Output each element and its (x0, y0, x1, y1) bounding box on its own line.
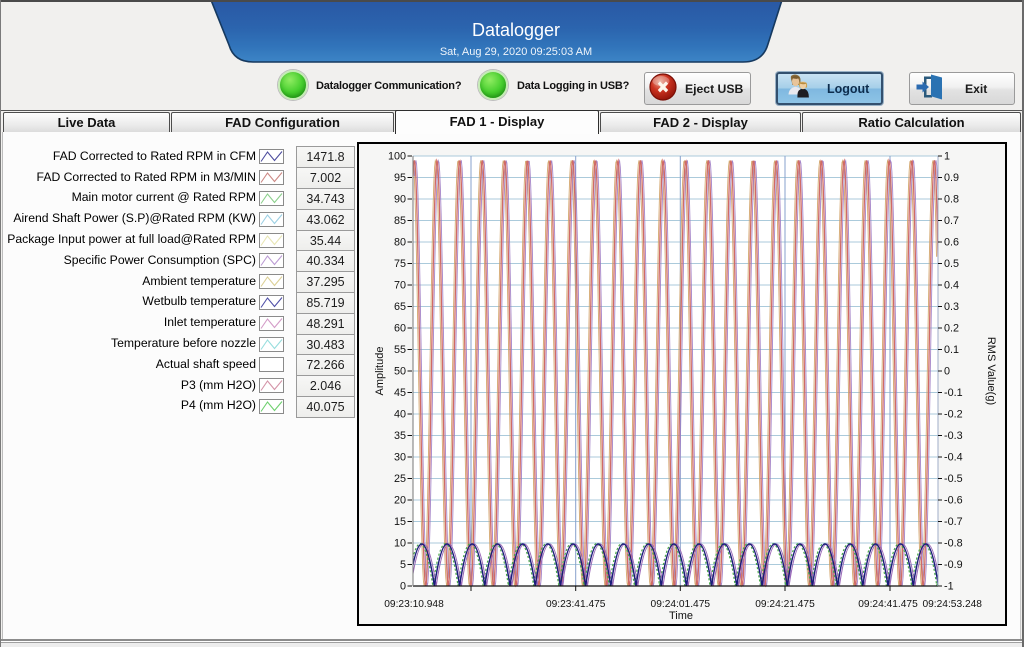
svg-text:Amplitude: Amplitude (374, 347, 386, 396)
svg-text:-0.3: -0.3 (944, 430, 963, 442)
svg-text:100: 100 (388, 151, 406, 163)
svg-text:0.9: 0.9 (944, 172, 959, 184)
svg-text:0: 0 (944, 366, 950, 378)
svg-text:55: 55 (394, 344, 406, 356)
svg-text:0.7: 0.7 (944, 215, 959, 227)
svg-text:RMS Value(g): RMS Value(g) (985, 337, 997, 405)
svg-text:0: 0 (400, 581, 406, 593)
svg-text:0.8: 0.8 (944, 194, 959, 206)
svg-text:-0.5: -0.5 (944, 473, 963, 485)
svg-text:65: 65 (394, 301, 406, 313)
svg-text:70: 70 (394, 280, 406, 292)
svg-text:-0.2: -0.2 (944, 409, 963, 421)
svg-text:09:24:53.248: 09:24:53.248 (922, 599, 982, 610)
svg-text:-0.9: -0.9 (944, 559, 963, 571)
svg-text:35: 35 (394, 430, 406, 442)
svg-text:Datalogger: Datalogger (472, 20, 560, 40)
svg-text:25: 25 (394, 473, 406, 485)
svg-text:-1: -1 (944, 581, 954, 593)
svg-text:09:23:10.948: 09:23:10.948 (384, 599, 444, 610)
svg-text:0.3: 0.3 (944, 301, 959, 313)
svg-text:-0.4: -0.4 (944, 452, 963, 464)
svg-text:0.5: 0.5 (944, 258, 959, 270)
svg-text:0.6: 0.6 (944, 237, 959, 249)
svg-text:Sat, Aug 29, 2020 09:25:03 AM: Sat, Aug 29, 2020 09:25:03 AM (440, 46, 592, 58)
svg-text:90: 90 (394, 194, 406, 206)
svg-text:1: 1 (944, 151, 950, 163)
svg-text:10: 10 (394, 538, 406, 550)
svg-text:0.4: 0.4 (944, 280, 959, 292)
svg-text:45: 45 (394, 387, 406, 399)
svg-text:5: 5 (400, 559, 406, 571)
svg-text:85: 85 (394, 215, 406, 227)
svg-text:75: 75 (394, 258, 406, 270)
svg-text:09:23:41.475: 09:23:41.475 (546, 599, 606, 610)
svg-text:0.2: 0.2 (944, 323, 959, 335)
svg-text:15: 15 (394, 516, 406, 528)
svg-text:20: 20 (394, 495, 406, 507)
svg-text:-0.6: -0.6 (944, 495, 963, 507)
svg-text:0.1: 0.1 (944, 344, 959, 356)
svg-text:80: 80 (394, 237, 406, 249)
svg-text:09:24:41.475: 09:24:41.475 (858, 599, 918, 610)
svg-text:40: 40 (394, 409, 406, 421)
svg-text:-0.1: -0.1 (944, 387, 963, 399)
svg-text:09:24:01.475: 09:24:01.475 (651, 599, 711, 610)
svg-text:Time: Time (669, 610, 693, 622)
svg-text:60: 60 (394, 323, 406, 335)
svg-text:-0.8: -0.8 (944, 538, 963, 550)
svg-text:-0.7: -0.7 (944, 516, 963, 528)
svg-text:30: 30 (394, 452, 406, 464)
svg-text:09:24:21.475: 09:24:21.475 (755, 599, 815, 610)
svg-text:50: 50 (394, 366, 406, 378)
svg-text:95: 95 (394, 172, 406, 184)
